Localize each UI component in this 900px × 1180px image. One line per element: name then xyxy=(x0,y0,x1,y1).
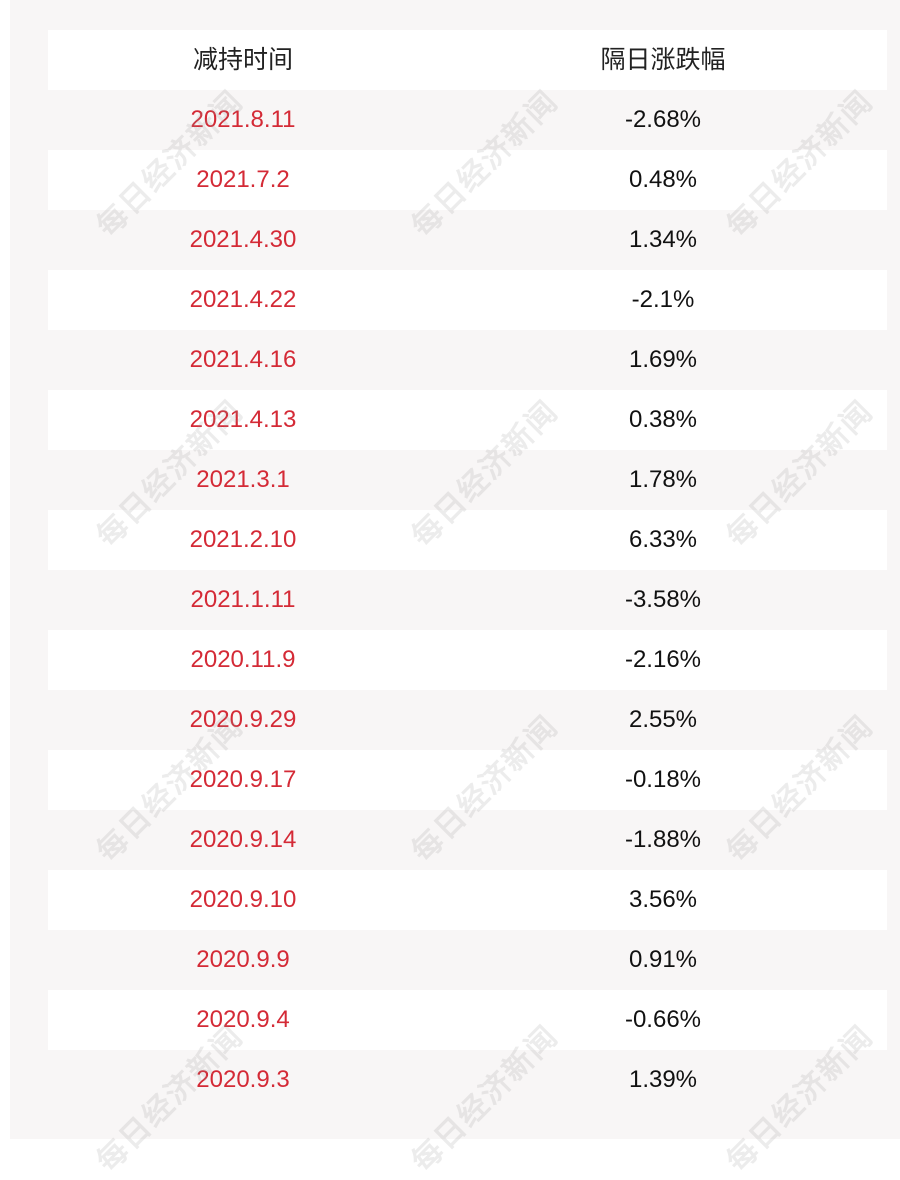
table-row: 2021.7.2 0.48% xyxy=(48,150,887,210)
table-row: 2021.1.11 -3.58% xyxy=(48,570,887,630)
next-day-change-cell: -3.58% xyxy=(624,586,702,613)
next-day-change-cell: 6.33% xyxy=(628,526,698,553)
table-row: 2020.9.17 -0.18% xyxy=(48,750,887,810)
sell-date-cell: 2021.8.11 xyxy=(190,106,296,133)
table-row: 2020.9.10 3.56% xyxy=(48,870,887,930)
next-day-change-cell: 2.55% xyxy=(628,706,698,733)
sell-date-cell: 2020.9.3 xyxy=(196,1066,290,1093)
table-header-row: 减持时间 隔日涨跌幅 xyxy=(48,30,887,90)
sell-date-cell: 2021.3.1 xyxy=(196,466,290,493)
sell-date-cell: 2020.9.4 xyxy=(196,1006,290,1033)
table-row: 2020.9.9 0.91% xyxy=(48,930,887,990)
sell-date-cell: 2020.9.10 xyxy=(189,886,297,913)
sell-date-cell: 2021.2.10 xyxy=(189,526,297,553)
sell-date-cell: 2021.4.13 xyxy=(189,406,297,433)
data-table: 减持时间 隔日涨跌幅 2021.8.11 -2.68% 2021.7.2 0.48% 2… xyxy=(48,30,887,1110)
table-row: 2020.9.14 -1.88% xyxy=(48,810,887,870)
table-panel: 减持时间 隔日涨跌幅 2021.8.11 -2.68% 2021.7.2 0.48% 2… xyxy=(10,0,900,1139)
next-day-change-cell: -2.16% xyxy=(624,646,702,673)
table-row: 2020.9.3 1.39% xyxy=(48,1050,887,1110)
next-day-change-cell: 1.69% xyxy=(628,346,698,373)
table-row: 2021.2.10 6.33% xyxy=(48,510,887,570)
sell-date-cell: 2020.9.17 xyxy=(189,766,297,793)
table-row: 2021.4.30 1.34% xyxy=(48,210,887,270)
sell-date-cell: 2020.9.29 xyxy=(189,706,297,733)
table-row: 2021.4.13 0.38% xyxy=(48,390,887,450)
table-row: 2021.4.16 1.69% xyxy=(48,330,887,390)
sell-date-cell: 2020.9.14 xyxy=(189,826,297,853)
sell-date-cell: 2021.4.22 xyxy=(189,286,297,313)
next-day-change-cell: 3.56% xyxy=(628,886,698,913)
table-row: 2020.11.9 -2.16% xyxy=(48,630,887,690)
table-row: 2021.4.22 -2.1% xyxy=(48,270,887,330)
table-row: 2020.9.4 -0.66% xyxy=(48,990,887,1050)
sell-date-cell: 2021.7.2 xyxy=(196,166,290,193)
next-day-change-cell: 0.91% xyxy=(628,946,698,973)
sell-date-cell: 2021.4.16 xyxy=(189,346,297,373)
table-row: 2021.3.1 1.78% xyxy=(48,450,887,510)
next-day-change-cell: 0.48% xyxy=(628,166,698,193)
next-day-change-cell: 1.78% xyxy=(628,466,698,493)
next-day-change-cell: 0.38% xyxy=(628,406,698,433)
sell-date-cell: 2021.4.30 xyxy=(189,226,297,253)
sell-date-cell: 2020.9.9 xyxy=(196,946,290,973)
column-header-change: 隔日涨跌幅 xyxy=(600,46,726,74)
next-day-change-cell: 1.34% xyxy=(628,226,698,253)
column-header-date: 减持时间 xyxy=(192,46,293,74)
next-day-change-cell: -2.1% xyxy=(631,286,695,313)
table-row: 2021.8.11 -2.68% xyxy=(48,90,887,150)
next-day-change-cell: -1.88% xyxy=(624,826,702,853)
table-row: 2020.9.29 2.55% xyxy=(48,690,887,750)
next-day-change-cell: -2.68% xyxy=(624,106,702,133)
next-day-change-cell: -0.18% xyxy=(624,766,702,793)
next-day-change-cell: -0.66% xyxy=(624,1006,702,1033)
next-day-change-cell: 1.39% xyxy=(628,1066,698,1093)
sell-date-cell: 2020.11.9 xyxy=(190,646,296,673)
sell-date-cell: 2021.1.11 xyxy=(190,586,296,613)
